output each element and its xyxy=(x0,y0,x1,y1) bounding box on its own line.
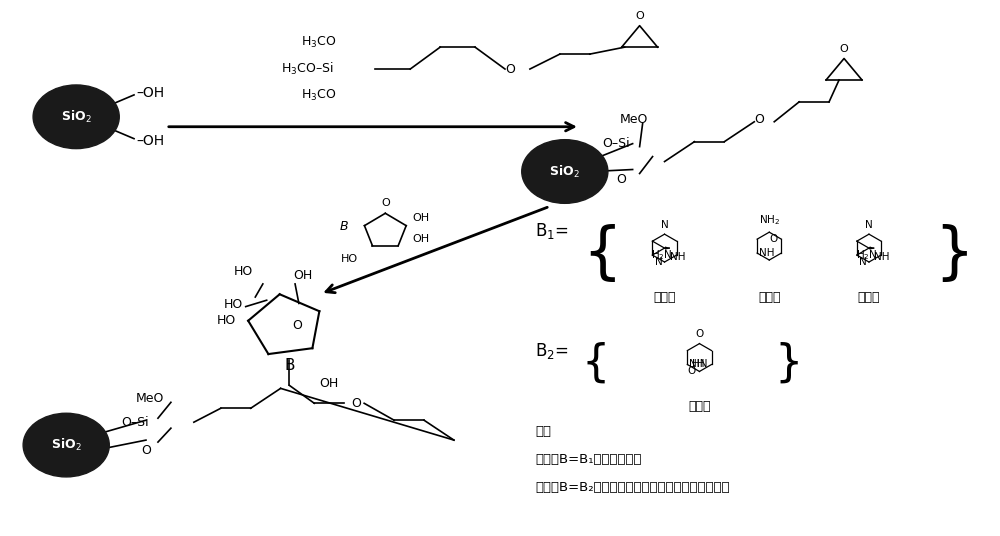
Text: B: B xyxy=(340,220,348,233)
Text: O: O xyxy=(754,113,764,126)
Text: }: } xyxy=(774,342,803,385)
Text: NH: NH xyxy=(670,252,685,262)
Text: B$_2$=: B$_2$= xyxy=(535,340,569,361)
Text: O: O xyxy=(141,444,151,457)
Text: –OH: –OH xyxy=(136,133,164,147)
Text: H$_2$N: H$_2$N xyxy=(856,248,877,262)
Text: O: O xyxy=(840,43,848,54)
Text: O: O xyxy=(617,173,627,186)
Text: H$_2$N: H$_2$N xyxy=(651,248,673,262)
Text: N: N xyxy=(655,257,663,267)
Text: NH: NH xyxy=(874,252,890,262)
Text: N: N xyxy=(661,220,668,230)
Text: 腺噸咆: 腺噸咆 xyxy=(653,291,676,304)
Ellipse shape xyxy=(23,413,109,477)
Text: B$_1$=: B$_1$= xyxy=(535,221,569,241)
Text: 胞噸周: 胞噸周 xyxy=(758,291,781,304)
Text: NH$_2$: NH$_2$ xyxy=(759,213,780,227)
Text: O: O xyxy=(687,367,695,376)
Text: B: B xyxy=(284,358,295,373)
Text: 尿噸咆: 尿噸咆 xyxy=(688,400,711,413)
Text: {: { xyxy=(582,224,622,284)
Text: O–Si: O–Si xyxy=(603,137,630,150)
Text: MeO: MeO xyxy=(136,392,164,405)
Text: 当碌基B=B₁时反应更容易: 当碌基B=B₁时反应更容易 xyxy=(535,453,641,466)
Text: HO: HO xyxy=(216,314,236,327)
Text: HN: HN xyxy=(692,360,708,369)
Text: OH: OH xyxy=(293,269,312,282)
Text: O: O xyxy=(695,329,704,339)
Text: H$_3$CO: H$_3$CO xyxy=(301,88,336,103)
Text: O: O xyxy=(381,198,390,209)
Text: SiO$_2$: SiO$_2$ xyxy=(549,163,580,180)
Text: O: O xyxy=(351,397,361,410)
Ellipse shape xyxy=(33,85,119,148)
Text: H$_3$CO–Si: H$_3$CO–Si xyxy=(281,61,333,77)
Text: –OH: –OH xyxy=(136,86,164,100)
Text: OH: OH xyxy=(412,234,429,244)
Text: }: } xyxy=(934,224,974,284)
Text: O–Si: O–Si xyxy=(121,416,149,429)
Text: OH: OH xyxy=(319,377,339,390)
Text: MeO: MeO xyxy=(620,113,648,126)
Text: O: O xyxy=(769,234,777,244)
Text: HO: HO xyxy=(234,265,253,279)
Text: 鸟噸咆: 鸟噸咆 xyxy=(858,291,880,304)
Text: HO: HO xyxy=(223,299,243,311)
Text: O: O xyxy=(292,319,302,332)
Text: NH: NH xyxy=(759,248,775,258)
Text: O: O xyxy=(635,11,644,21)
Text: HO: HO xyxy=(341,254,358,264)
Text: N: N xyxy=(865,220,873,230)
Text: 当碌基B=B₂时，反应速率较慢，需要延长反应时间: 当碌基B=B₂时，反应速率较慢，需要延长反应时间 xyxy=(535,481,730,494)
Text: H$_3$CO: H$_3$CO xyxy=(301,35,336,50)
Text: O: O xyxy=(505,63,515,76)
Text: {: { xyxy=(582,342,610,385)
Text: N: N xyxy=(859,257,867,267)
Text: 注：: 注： xyxy=(535,425,551,438)
Text: OH: OH xyxy=(412,213,429,224)
Text: NH: NH xyxy=(689,360,705,369)
Text: SiO$_2$: SiO$_2$ xyxy=(61,109,92,125)
Ellipse shape xyxy=(522,140,608,203)
Text: SiO$_2$: SiO$_2$ xyxy=(51,437,82,453)
